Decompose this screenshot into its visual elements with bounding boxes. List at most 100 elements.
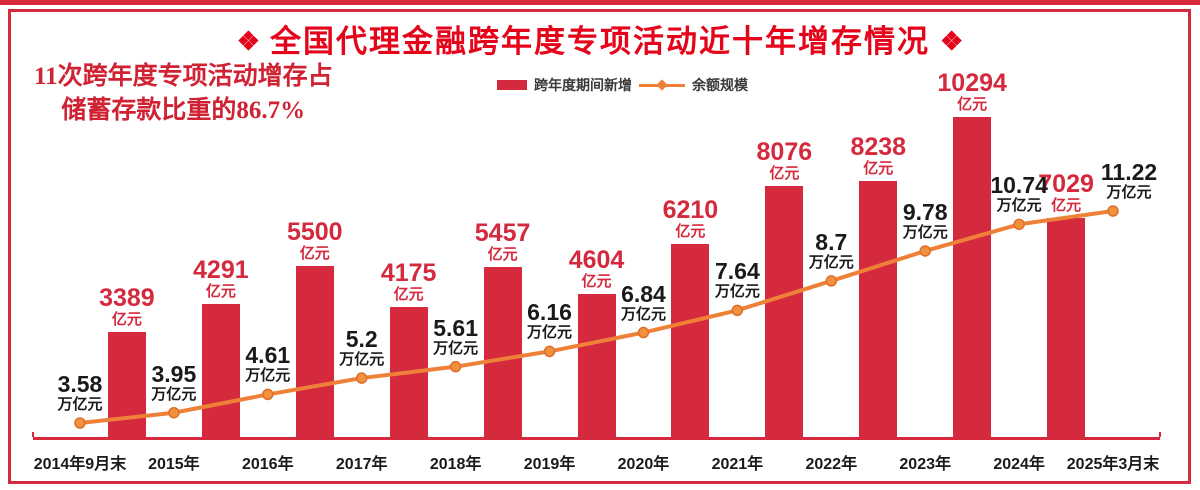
line-unit: 万亿元 [1106,184,1152,201]
page-title-text: 全国代理金融跨年度专项活动近十年增存情况 [270,24,930,59]
x-axis-label: 2018年 [429,456,482,473]
x-axis-label: 2020年 [617,456,670,473]
line-value-label: 4.61 万亿元 [198,344,338,385]
line-unit: 万亿元 [808,253,854,271]
x-axis-label: 2017年 [335,456,388,473]
line-point-marker [74,417,86,429]
line-point-marker [637,326,650,339]
line-unit: 万亿元 [527,324,573,342]
line-unit: 万亿元 [433,339,479,357]
bar-value-label: 5500 亿元 [245,218,385,263]
bar-value-label: 8238 亿元 [808,133,948,178]
line-value: 3.95 [151,360,197,387]
bar-value: 4291 [193,256,249,284]
bar-value: 10294 [937,69,1007,97]
x-axis-label: 2022年 [805,456,858,473]
line-unit: 万亿元 [151,385,197,403]
bar-2019年-2020年 [577,294,616,437]
bar-value: 7029 [1038,170,1094,198]
line-point-marker [1107,205,1119,217]
line-value-label: 9.78 万亿元 [855,198,995,242]
line-value-label: 7.64 万亿元 [667,260,807,301]
bar-unit: 亿元 [957,96,988,113]
bar-value: 8076 [756,138,813,166]
line-value-label: 8.7 万亿元 [761,230,901,272]
line-value-label: 5.2 万亿元 [292,328,432,369]
page-title: ❖ 全国代理金融跨年度专项活动近十年增存情况 ❖ [0,16,1200,61]
x-axis-label: 2019年 [523,456,576,473]
bar-value-label: 6210 亿元 [620,196,760,241]
bar-value: 4175 [380,259,437,287]
line-path [79,209,1114,425]
title-diamond-icon-left: ❖ [236,26,260,56]
line-value: 4.61 [245,342,291,369]
title-diamond-icon-right: ❖ [940,26,964,56]
x-axis-label: 2021年 [711,456,764,473]
x-axis-label: 2023年 [899,456,951,473]
bar-value: 8238 [850,133,907,161]
line-point-marker [543,345,556,358]
line-value: 6.16 [527,299,572,326]
line-point-marker [825,275,838,287]
line-value: 11.22 [1100,159,1158,185]
line-value-label: 6.16 万亿元 [480,301,620,342]
bar-value: 6210 [662,196,719,224]
bar-value-label: 5457 亿元 [433,219,573,264]
line-value-label: 6.84 万亿元 [573,280,713,324]
line-value-label: 3.58 万亿元 [10,373,150,414]
bar-value-label: 3389 亿元 [57,284,197,329]
legend-label-line: 余额规模 [692,77,748,93]
bar-value-label: 8076 亿元 [714,138,854,183]
line-value: 9.78 [902,198,948,225]
line-value-label: 10.74 万亿元 [949,174,1089,215]
line-point-marker [731,304,744,317]
line-point-marker [168,406,180,419]
line-point-marker [355,372,368,384]
line-point-marker [262,388,274,401]
bar-unit: 亿元 [393,286,424,303]
bar-2024年-2025年3月末 [1047,218,1086,437]
line-unit: 万亿元 [57,396,103,413]
bar-unit: 亿元 [581,273,612,290]
bar-unit: 亿元 [487,246,518,263]
legend-bar-swatch-icon [497,80,527,90]
x-axis-label: 2015年 [148,456,200,473]
bar-unit: 亿元 [675,223,706,240]
line-unit: 万亿元 [902,223,948,241]
annotation-callout: 11次跨年度专项活动增存占 储蓄存款比重的86.7% [34,60,333,128]
x-axis-label: 2025年3月末 [1066,456,1160,473]
x-axis-label: 2016年 [241,456,294,473]
bar-unit: 亿元 [769,165,800,182]
bar-2023年-2024年 [953,117,992,437]
bar-unit: 亿元 [863,160,894,177]
line-value: 10.74 [990,172,1048,199]
line-unit: 万亿元 [714,283,760,301]
line-value: 5.2 [345,326,378,353]
bar-value-label: 4604 亿元 [527,246,667,291]
line-unit: 万亿元 [620,305,666,323]
bar-value: 4604 [568,246,625,274]
bar-value: 3389 [99,284,155,312]
annotation-line-2: 储蓄存款比重的86.7% [61,97,306,124]
legend-line-marker-icon [639,79,685,91]
line-point-marker [1013,218,1025,231]
bar-2022年-2023年 [859,181,898,437]
bar-2016年-2017年 [295,266,334,437]
x-axis-label: 2024年 [993,456,1045,473]
line-point-marker [449,360,462,373]
line-unit: 万亿元 [996,197,1042,215]
bar-2021年-2022年 [765,186,804,437]
bar-2018年-2019年 [483,267,522,437]
x-axis-label: 2014年9月末 [33,456,127,473]
bar-unit: 亿元 [111,311,142,328]
bar-value-label: 4291 亿元 [151,256,291,301]
bar-value: 5457 [474,219,531,247]
bar-value: 5500 [286,218,343,246]
bar-value-label: 10294 亿元 [902,69,1042,114]
bar-unit: 亿元 [299,245,330,262]
x-axis-tick [1159,432,1161,437]
line-value: 6.84 [621,280,666,307]
line-value: 3.58 [57,371,103,397]
